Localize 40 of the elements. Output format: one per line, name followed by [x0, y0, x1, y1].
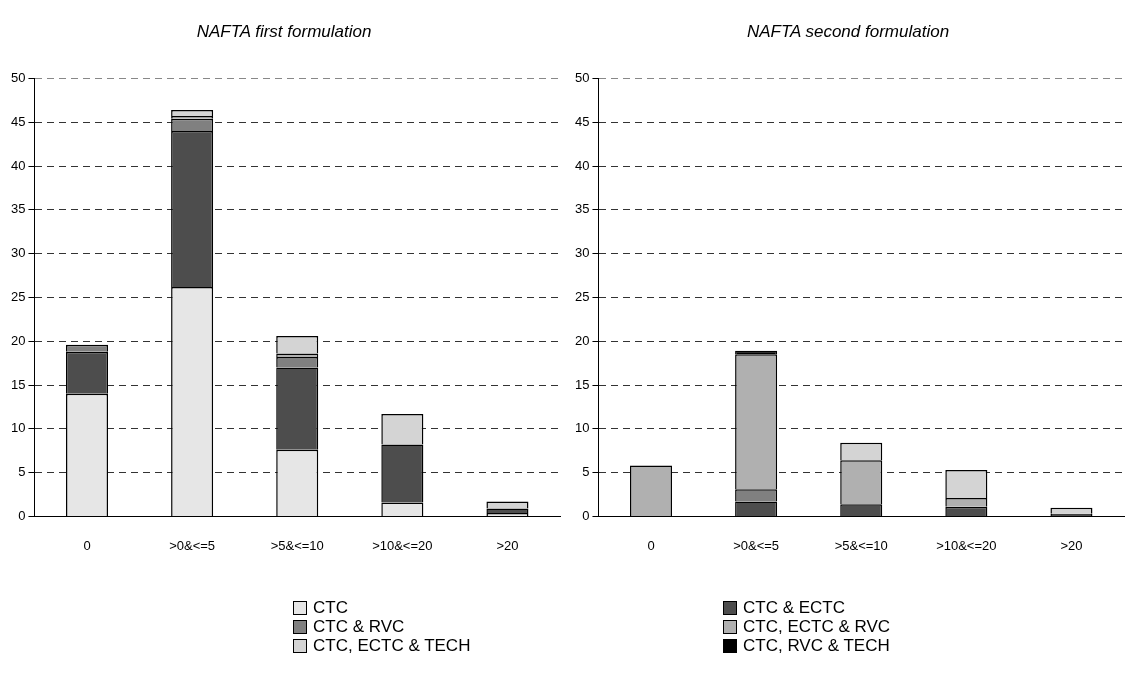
legend-label: CTC & RVC — [313, 617, 405, 636]
y-tick-label: 50 — [10, 69, 26, 85]
y-tick-label: 30 — [10, 245, 26, 261]
y-tick-label: 45 — [10, 113, 26, 129]
x-tick-label: >20 — [496, 537, 519, 553]
chart-title: NAFTA second formulation — [746, 21, 950, 41]
legend-label: CTC, ECTC & RVC — [743, 617, 891, 636]
y-tick-label: 20 — [10, 332, 26, 348]
x-tick-label: >0&<=5 — [733, 537, 780, 553]
y-tick-label: 10 — [574, 420, 590, 436]
legend-label: CTC, RVC & TECH — [743, 636, 890, 655]
chart-title: NAFTA first formulation — [196, 21, 372, 41]
y-tick-label: 10 — [10, 420, 26, 436]
y-tick-label: 5 — [582, 464, 590, 480]
y-tick-label: 30 — [574, 245, 590, 261]
y-tick-label: 40 — [574, 157, 590, 173]
legend-label: CTC, ECTC & TECH — [313, 636, 471, 655]
y-tick-label: 20 — [574, 332, 590, 348]
y-tick-label: 25 — [10, 288, 26, 304]
y-tick-label: 40 — [10, 157, 26, 173]
y-tick-label: 15 — [574, 376, 590, 392]
y-tick-label: 45 — [574, 113, 590, 129]
y-tick-label: 35 — [10, 201, 26, 217]
x-tick-label: >10&<=20 — [936, 537, 997, 553]
x-tick-label: 0 — [83, 537, 91, 553]
y-tick-label: 0 — [582, 507, 590, 523]
x-tick-label: >5&<=10 — [270, 537, 324, 553]
x-tick-label: >0&<=5 — [169, 537, 216, 553]
legend-label: CTC & ECTC — [743, 598, 845, 617]
x-tick-label: 0 — [647, 537, 655, 553]
legend-label: CTC — [313, 598, 348, 617]
y-tick-label: 25 — [574, 288, 590, 304]
x-tick-label: >10&<=20 — [372, 537, 433, 553]
y-tick-label: 15 — [10, 376, 26, 392]
x-tick-label: >20 — [1060, 537, 1083, 553]
y-tick-label: 35 — [574, 201, 590, 217]
x-tick-label: >5&<=10 — [834, 537, 888, 553]
y-tick-label: 50 — [574, 69, 590, 85]
y-tick-label: 0 — [18, 507, 26, 523]
y-tick-label: 5 — [18, 464, 26, 480]
